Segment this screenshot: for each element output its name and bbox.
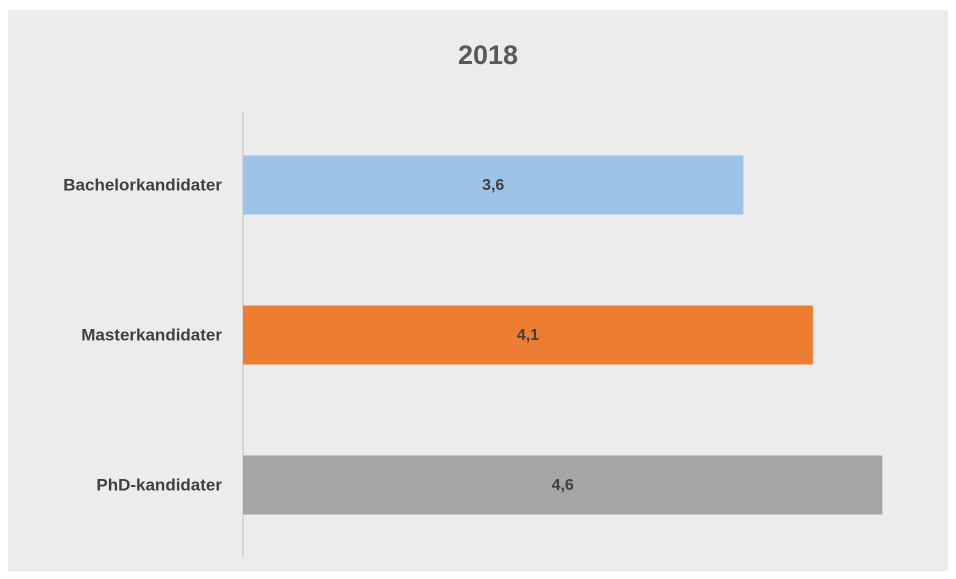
y-tick-label: PhD-kandidater [96, 475, 222, 494]
data-label: 4,6 [552, 477, 574, 494]
data-label: 4,1 [517, 327, 539, 344]
data-label: 3,6 [482, 177, 504, 194]
bar [243, 155, 744, 215]
y-tick-label: Bachelorkandidater [63, 175, 222, 194]
bar [243, 305, 813, 365]
chart-title: 2018 [458, 40, 518, 70]
bar [243, 455, 883, 515]
y-tick-label: Masterkandidater [81, 325, 222, 344]
